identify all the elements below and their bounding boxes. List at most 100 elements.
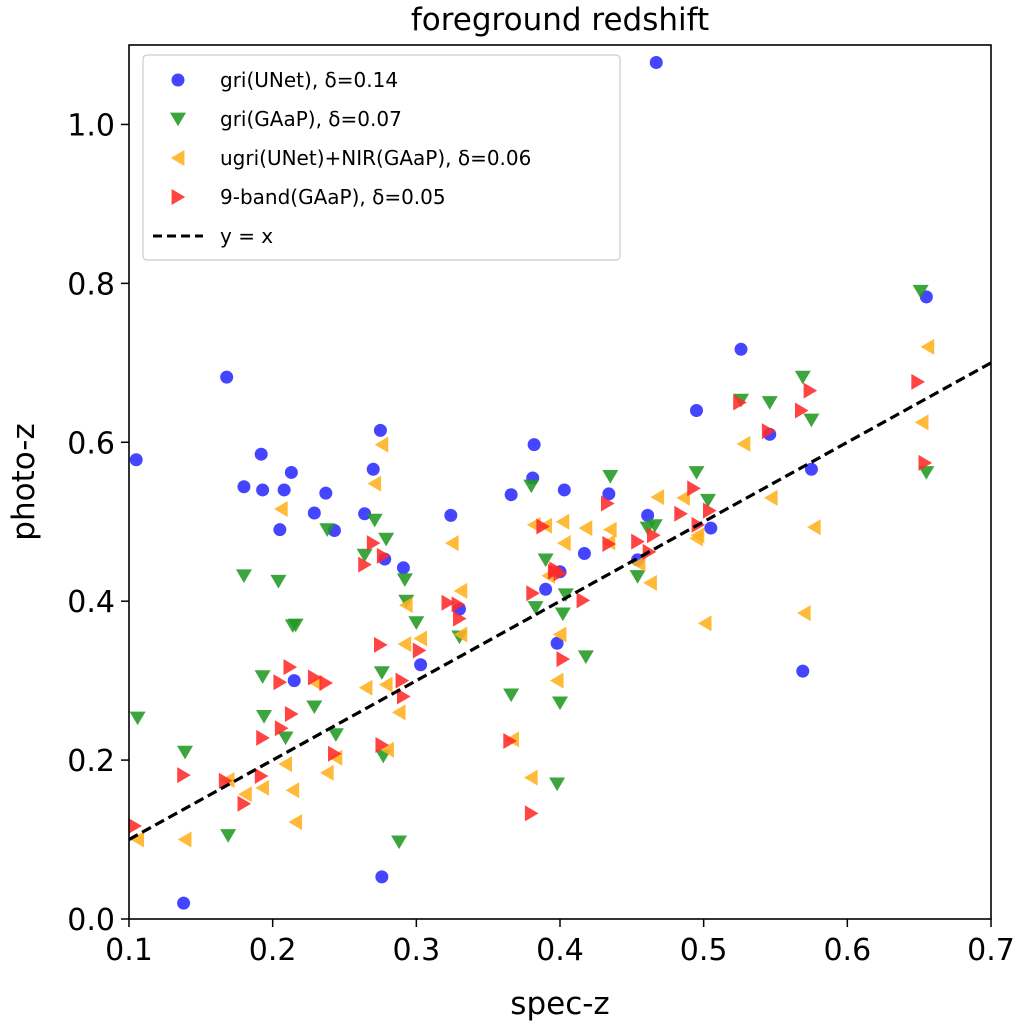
data-point-series-0 — [373, 423, 387, 437]
legend-swatch-3 — [171, 189, 186, 205]
data-point-series-1 — [761, 396, 778, 410]
legend: gri(UNet), δ=0.14 gri(GAaP), δ=0.07 ugri(U… — [142, 54, 621, 261]
data-point-series-0 — [527, 438, 541, 452]
data-point-series-0 — [129, 453, 143, 467]
x-tick-label: 0.3 — [392, 933, 440, 968]
data-point-series-3 — [556, 651, 571, 668]
legend-swatch-2 — [170, 150, 185, 166]
y-axis-label: photo-z — [6, 423, 42, 540]
data-point-series-1 — [327, 728, 344, 742]
data-point-series-0 — [444, 508, 458, 522]
data-point-series-0 — [539, 582, 553, 596]
data-point-series-1 — [396, 573, 413, 587]
data-point-series-3 — [412, 642, 427, 659]
identity-line — [128, 361, 992, 841]
data-point-series-2 — [920, 338, 935, 355]
data-point-series-2 — [130, 831, 145, 848]
data-point-series-0 — [375, 870, 389, 884]
data-point-series-0 — [254, 447, 268, 461]
data-point-series-3 — [761, 423, 776, 440]
y-tick-label: 0.0 — [67, 903, 115, 938]
data-point-series-2 — [676, 489, 690, 506]
chart-title: foreground redshift — [411, 2, 709, 38]
data-point-series-3 — [794, 402, 809, 419]
data-point-series-3 — [646, 527, 661, 544]
data-point-series-0 — [550, 636, 564, 650]
data-point-series-0 — [396, 561, 410, 575]
data-point-series-3 — [536, 518, 550, 535]
data-point-series-1 — [177, 745, 194, 760]
legend-label: ugri(UNet)+NIR(GAaP), δ=0.06 — [220, 146, 531, 170]
data-point-series-0 — [358, 507, 372, 521]
data-point-series-3 — [803, 382, 818, 399]
x-tick-label: 0.4 — [536, 933, 584, 968]
data-point-series-3 — [177, 767, 191, 784]
data-point-series-1 — [549, 777, 566, 792]
data-point-series-0 — [649, 55, 663, 69]
data-point-series-1 — [129, 711, 146, 726]
data-point-series-2 — [391, 704, 406, 721]
data-point-series-0 — [577, 547, 591, 561]
data-point-series-0 — [273, 523, 287, 537]
data-point-series-1 — [319, 523, 336, 537]
data-point-series-1 — [803, 413, 820, 428]
data-point-series-3 — [918, 454, 933, 471]
data-point-series-1 — [523, 479, 540, 494]
data-point-series-3 — [453, 610, 467, 627]
data-point-series-0 — [177, 896, 191, 910]
data-point-series-3 — [358, 556, 372, 573]
data-point-series-3 — [376, 547, 391, 564]
data-point-series-1 — [629, 570, 646, 584]
data-point-series-2 — [380, 741, 394, 758]
data-point-series-2 — [557, 535, 571, 552]
data-point-series-3 — [374, 636, 388, 653]
legend-swatch-0 — [171, 73, 185, 87]
data-point-series-1 — [602, 470, 619, 484]
data-point-series-1 — [408, 616, 425, 630]
data-point-series-1 — [527, 601, 544, 615]
y-tick-label: 0.6 — [67, 426, 115, 461]
data-point-series-0 — [734, 342, 748, 356]
data-point-series-3 — [601, 495, 615, 512]
data-point-series-1 — [912, 284, 929, 299]
data-point-series-3 — [307, 669, 322, 686]
data-point-series-0 — [504, 488, 518, 502]
data-point-series-1 — [503, 688, 520, 703]
data-point-series-0 — [237, 480, 251, 494]
data-point-series-3 — [254, 767, 269, 784]
data-point-series-2 — [320, 764, 334, 781]
data-point-series-0 — [366, 462, 380, 476]
data-point-series-3 — [274, 720, 289, 737]
data-point-series-1 — [277, 731, 294, 746]
data-point-series-2 — [549, 672, 564, 689]
data-point-series-2 — [367, 475, 382, 492]
data-point-series-3 — [733, 394, 747, 411]
data-point-series-2 — [797, 605, 811, 622]
x-tick-label: 0.7 — [967, 933, 1015, 968]
x-tick-label: 0.1 — [105, 933, 153, 968]
data-point-series-0 — [602, 487, 616, 501]
data-point-series-2 — [453, 626, 468, 643]
data-point-series-3 — [218, 772, 233, 789]
data-point-series-3 — [319, 675, 334, 692]
data-point-series-1 — [699, 493, 716, 508]
y-tick-label: 0.4 — [67, 585, 115, 620]
data-point-series-3 — [526, 585, 540, 602]
data-point-series-0 — [220, 370, 234, 384]
data-point-series-1 — [220, 829, 237, 843]
legend-swatch-1 — [170, 112, 186, 127]
data-point-series-0 — [557, 483, 571, 497]
data-point-series-0 — [804, 462, 818, 476]
x-tick-label: 0.6 — [823, 933, 871, 968]
data-point-series-3 — [703, 502, 717, 519]
data-point-series-3 — [553, 565, 568, 582]
data-point-series-2 — [278, 756, 292, 773]
data-point-series-3 — [576, 592, 591, 609]
data-point-series-1 — [918, 466, 935, 480]
data-point-series-2 — [177, 831, 192, 848]
data-point-series-0 — [307, 506, 321, 520]
data-point-series-3 — [524, 805, 539, 822]
data-point-series-1 — [378, 532, 395, 547]
legend-label: 9-band(GAaP), δ=0.05 — [220, 185, 446, 209]
data-point-series-3 — [128, 818, 142, 835]
